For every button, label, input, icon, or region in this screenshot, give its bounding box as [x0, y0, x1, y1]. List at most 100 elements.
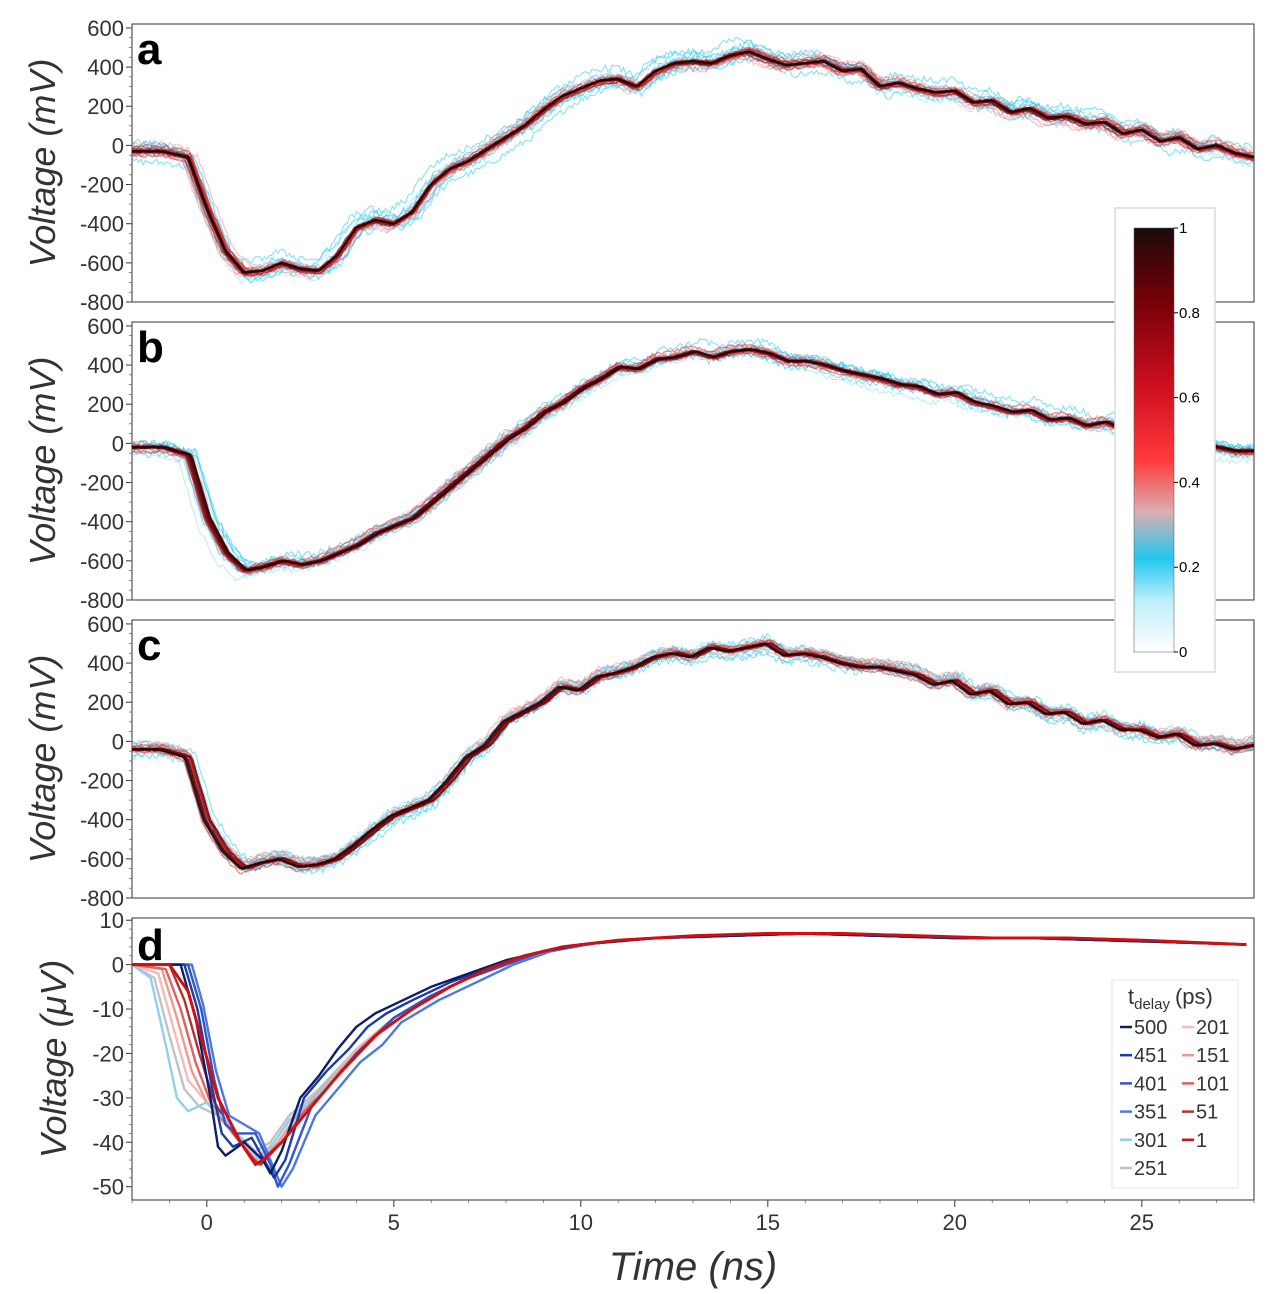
panel-c-trace [132, 639, 1254, 863]
panel-d-x-tick-label: 15 [756, 1210, 780, 1235]
panel-b-trace [132, 348, 1254, 572]
panel-c-trace [132, 641, 1254, 864]
panel-c-trace [132, 642, 1254, 870]
panel-a-y-label: Voltage (mV) [22, 59, 63, 268]
panel-b-trace [132, 345, 1254, 572]
panel-c-trace [132, 643, 1254, 870]
panel-a-trace [132, 49, 1254, 275]
panel-d-y-tick-label: 10 [100, 908, 124, 933]
legend-title-subscript: delay [1134, 996, 1170, 1013]
panel-d-x-tick-label: 20 [943, 1210, 967, 1235]
panel-c-y-axis: 600 400 200 0 -200 -400 -600 -800 [80, 612, 132, 911]
colorbar-tick-label: 0.2 [1179, 559, 1200, 576]
panel-c-trace [132, 639, 1254, 868]
panel-b-trace [132, 347, 1254, 575]
panel-d-x-tick-label: 25 [1130, 1210, 1154, 1235]
panel-b-trace [132, 350, 1254, 576]
panel-b-y-tick-label: -400 [80, 510, 124, 535]
panel-d-series-101 [132, 932, 1247, 1166]
panel-c-y-tick-label: -400 [80, 808, 124, 833]
panel-c-trace [132, 648, 1254, 873]
panel-a-trace [132, 49, 1254, 273]
panel-c-label: c [137, 621, 161, 670]
panel-b-trace [132, 349, 1254, 573]
panel-a-trace [132, 45, 1254, 272]
panel-a-trace [132, 49, 1254, 277]
panel-c-y-tick-label: 0 [112, 729, 124, 754]
panel-d-frame [131, 917, 1255, 1201]
panel-d-y-label: Voltage (μV) [33, 960, 74, 1158]
panel-d-y-tick-label: -10 [92, 997, 124, 1022]
panel-c-trace [132, 638, 1254, 870]
panel-b-plot-area [132, 337, 1254, 582]
legend-label-1: 1 [1196, 1130, 1207, 1152]
legend-title: tdelay (ps) [1128, 984, 1213, 1013]
panel-b-trace [132, 342, 1254, 571]
panel-b-trace [132, 343, 1254, 571]
panel-a-trace [132, 50, 1254, 274]
panel-a-trace [132, 51, 1254, 275]
legend-label-201: 201 [1196, 1017, 1229, 1039]
panel-c-plot-area [132, 632, 1254, 875]
colorbar-tick-label: 0.6 [1179, 390, 1200, 407]
panel-c-trace [132, 639, 1254, 869]
panel-a-trace [132, 52, 1254, 276]
panel-a-trace [132, 50, 1254, 277]
legend-title-unit: (ps) [1175, 984, 1213, 1009]
panel-a-trace [132, 55, 1254, 276]
panel-c-trace [132, 640, 1254, 867]
panel-b-trace [132, 343, 1254, 570]
panel-d-x-axis: 0 5 10 15 20 25 [131, 1200, 1255, 1235]
panel-a-trace [132, 50, 1254, 274]
panel-a-trace [132, 52, 1254, 274]
panel-d-series-401 [132, 932, 1247, 1188]
panel-c-y-label: Voltage (mV) [22, 655, 63, 864]
panel-a-y-tick-label: -400 [80, 212, 124, 237]
panel-c-trace [132, 642, 1254, 870]
legend: tdelay (ps) 500 451 401 351 301 251 201 151 101 51… [1111, 979, 1239, 1189]
panel-b-trace [132, 348, 1254, 572]
panel-d-y-tick-label: -30 [92, 1086, 124, 1111]
panel-c-trace [132, 644, 1254, 870]
legend-label-151: 151 [1196, 1045, 1229, 1067]
panel-b-trace [132, 349, 1254, 582]
panel-b-trace [132, 348, 1254, 574]
colorbar-tick-label: 1 [1179, 220, 1187, 237]
panel-d-x-tick-label: 0 [201, 1210, 213, 1235]
panel-a-trace [132, 50, 1254, 277]
colorbar-ticks: 0 0.2 0.4 0.6 0.8 1 [1174, 220, 1200, 661]
panel-a-trace [132, 45, 1254, 265]
panel-a-trace [132, 36, 1254, 273]
panel-d-y-tick-label: -40 [92, 1130, 124, 1155]
panel-c-trace [132, 644, 1254, 873]
panel-c-trace [132, 643, 1254, 870]
panel-b-trace [132, 349, 1254, 572]
panel-b-y-tick-label: 400 [87, 353, 124, 378]
panel-a-trace [132, 50, 1254, 285]
legend-label-101: 101 [1196, 1073, 1229, 1095]
panel-b-y-tick-label: -200 [80, 471, 124, 496]
panel-c-trace [132, 636, 1254, 867]
panel-b-y-axis: 600 400 200 0 -200 -400 -600 -800 [80, 314, 132, 613]
panel-d-x-tick-label: 10 [569, 1210, 593, 1235]
panel-c-trace [132, 642, 1254, 870]
panel-a-plot-area [132, 36, 1254, 285]
panel-d-y-axis: 10 0 -10 -20 -30 -40 -50 [92, 908, 132, 1200]
panel-a-trace [132, 47, 1254, 271]
panel-b-y-tick-label: 600 [87, 314, 124, 339]
panel-b-trace [132, 347, 1254, 570]
legend-label-301: 301 [1134, 1130, 1167, 1152]
panel-a-y-tick-label: 0 [112, 133, 124, 158]
panel-c-trace [132, 643, 1254, 875]
panel-a-trace [132, 55, 1254, 284]
panel-a-trace [132, 50, 1254, 274]
panel-d-y-tick-label: -50 [92, 1175, 124, 1200]
panel-c-trace [132, 642, 1254, 868]
legend-label-500: 500 [1134, 1017, 1167, 1039]
panel-b-trace [132, 347, 1254, 571]
panel-b-trace [132, 347, 1254, 574]
